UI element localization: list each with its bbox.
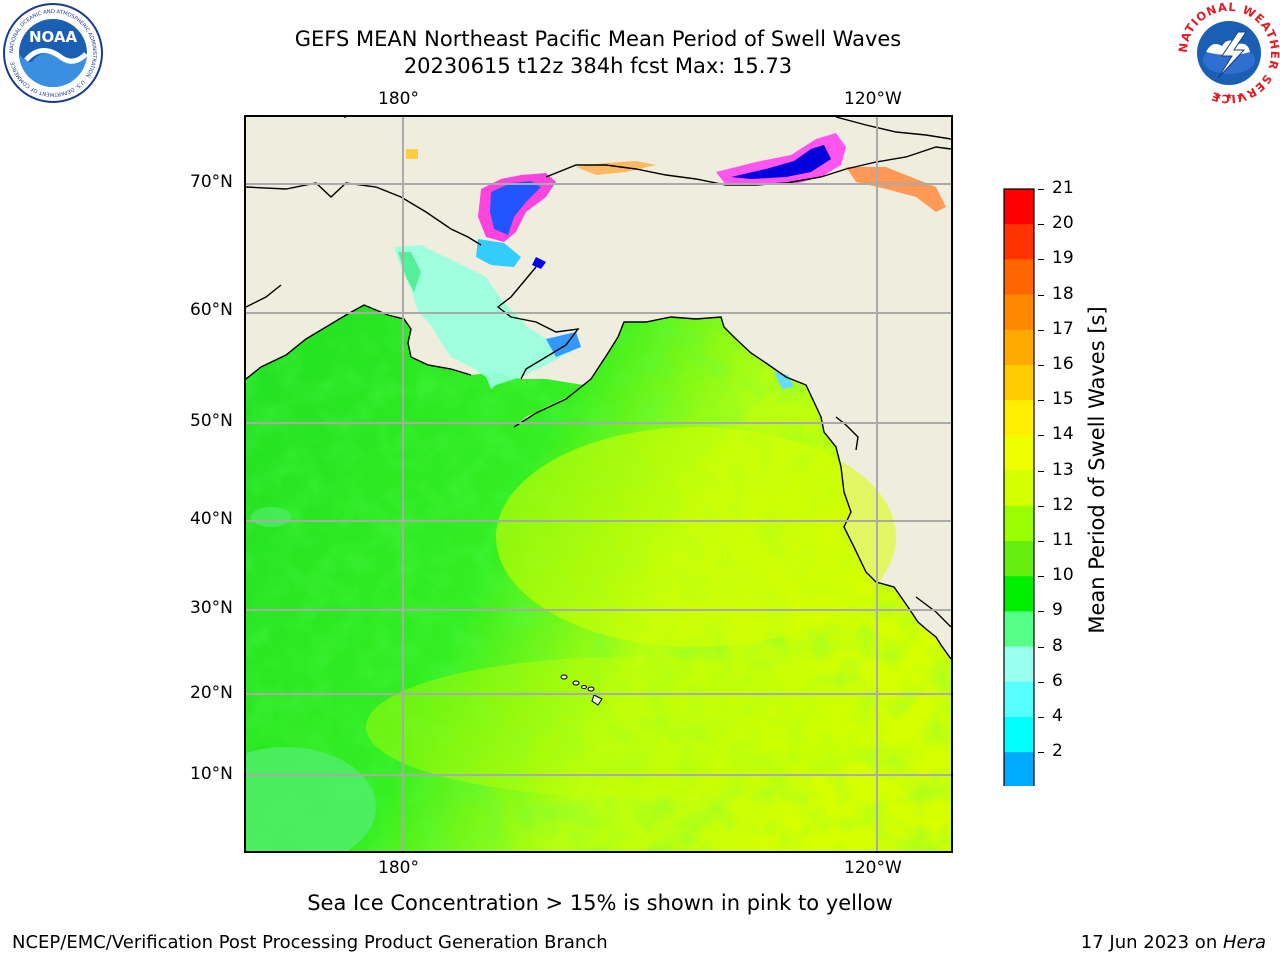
- colorbar-segment: [1004, 646, 1034, 683]
- colorbar-tick: [1038, 329, 1044, 331]
- lon-label-bottom-180: 180°: [378, 858, 419, 878]
- colorbar-tick-label: 12: [1052, 494, 1074, 515]
- gridlines: [246, 117, 951, 851]
- colorbar: [1000, 186, 1038, 852]
- lat-label-70n: 70°N: [190, 172, 233, 192]
- colorbar-tick: [1038, 717, 1044, 718]
- colorbar-segment: [1004, 189, 1034, 225]
- lon-label-top-120w: 120°W: [844, 89, 902, 109]
- colorbar-tick-label: 16: [1052, 354, 1074, 374]
- colorbar-segment: [1004, 470, 1034, 507]
- colorbar-label: Mean Period of Swell Waves [s]: [1085, 306, 1109, 634]
- colorbar-tick: [1038, 576, 1044, 578]
- colorbar-tick-label: 10: [1052, 565, 1074, 586]
- colorbar-tick: [1038, 646, 1044, 648]
- noaa-logo-text: NOAA: [29, 28, 78, 46]
- colorbar-segment: [1004, 611, 1034, 648]
- lat-label-40n: 40°N: [190, 509, 233, 529]
- colorbar-tick-label: 13: [1052, 459, 1074, 480]
- colorbar-tick-label: 11: [1052, 530, 1074, 550]
- footer-date: 17 Jun 2023 on Hera: [1080, 932, 1266, 953]
- colorbar-tick: [1038, 681, 1044, 683]
- colorbar-segment: [1004, 717, 1034, 753]
- colorbar-segment: [1004, 329, 1034, 366]
- colorbar-segment: [1004, 259, 1034, 296]
- bering-sea-region: [394, 245, 576, 389]
- lat-label-30n: 30°N: [190, 598, 233, 618]
- colorbar-segment: [1004, 541, 1034, 577]
- colorbar-segment: [1004, 576, 1034, 612]
- colorbar-tick-label: 20: [1052, 213, 1074, 234]
- colorbar-tick: [1038, 224, 1044, 226]
- colorbar-tick-label: 18: [1052, 283, 1074, 304]
- colorbar-tick-label: 8: [1052, 635, 1063, 656]
- colorbar-tick: [1038, 541, 1044, 542]
- colorbar-segment: [1004, 365, 1034, 401]
- colorbar-tick: [1038, 365, 1044, 366]
- lat-label-50n: 50°N: [190, 411, 233, 431]
- colorbar-tick: [1038, 470, 1044, 472]
- colorbar-tick: [1038, 189, 1044, 190]
- lon-label-top-180: 180°: [378, 89, 419, 109]
- nws-logo: NATIONAL WEATHER SERVICE ★ ★ ★: [1176, 0, 1280, 106]
- svg-text:★ ★ ★: ★ ★ ★: [1214, 92, 1244, 102]
- colorbar-tick: [1038, 259, 1044, 261]
- colorbar-tick-label: 2: [1052, 741, 1063, 762]
- colorbar-tick-label: 15: [1052, 389, 1074, 410]
- colorbar-segment: [1004, 400, 1034, 436]
- chart-title: GEFS MEAN Northeast Pacific Mean Period …: [294, 27, 902, 51]
- colorbar-segment: [1004, 505, 1034, 542]
- footer-host: Hera: [1222, 932, 1266, 953]
- hawaii-islands: [560, 674, 603, 706]
- colorbar-segment: [1004, 435, 1034, 472]
- colorbar-tick-label: 9: [1052, 600, 1063, 621]
- noaa-logo: NOAA NATIONAL OCEANIC AND ATMOSPHERIC AD…: [2, 2, 104, 104]
- lat-label-20n: 20°N: [190, 683, 233, 703]
- colorbar-tick-label: 21: [1052, 178, 1074, 198]
- colorbar-tick: [1038, 435, 1044, 437]
- swell-period-map: [246, 117, 951, 851]
- colorbar-tick-label: 6: [1052, 670, 1063, 691]
- colorbar-segment: [1004, 681, 1034, 718]
- footer-credit: NCEP/EMC/Verification Post Processing Pr…: [12, 932, 608, 953]
- colorbar-tick: [1038, 752, 1044, 754]
- colorbar-segment: [1004, 752, 1034, 788]
- colorbar-tick: [1038, 294, 1044, 296]
- map-panel: [244, 115, 953, 853]
- colorbar-tick: [1038, 505, 1044, 507]
- lat-label-60n: 60°N: [190, 300, 233, 320]
- sea-ice-note: Sea Ice Concentration > 15% is shown in …: [307, 891, 893, 915]
- sea-ice-beaufort: [716, 133, 846, 185]
- colorbar-tick-label: 19: [1052, 248, 1074, 269]
- lon-label-bottom-120w: 120°W: [844, 858, 902, 878]
- colorbar-tick-label: 14: [1052, 424, 1074, 445]
- lat-label-10n: 10°N: [190, 764, 233, 784]
- chart-subtitle: 20230615 t12z 384h fcst Max: 15.73: [403, 54, 793, 78]
- colorbar-tick: [1038, 611, 1044, 613]
- colorbar-segment: [1004, 224, 1034, 260]
- colorbar-tick-label: 17: [1052, 318, 1074, 339]
- colorbar-tick: [1038, 400, 1044, 402]
- colorbar-segment: [1004, 294, 1034, 331]
- colorbar-tick-label: 4: [1052, 706, 1063, 726]
